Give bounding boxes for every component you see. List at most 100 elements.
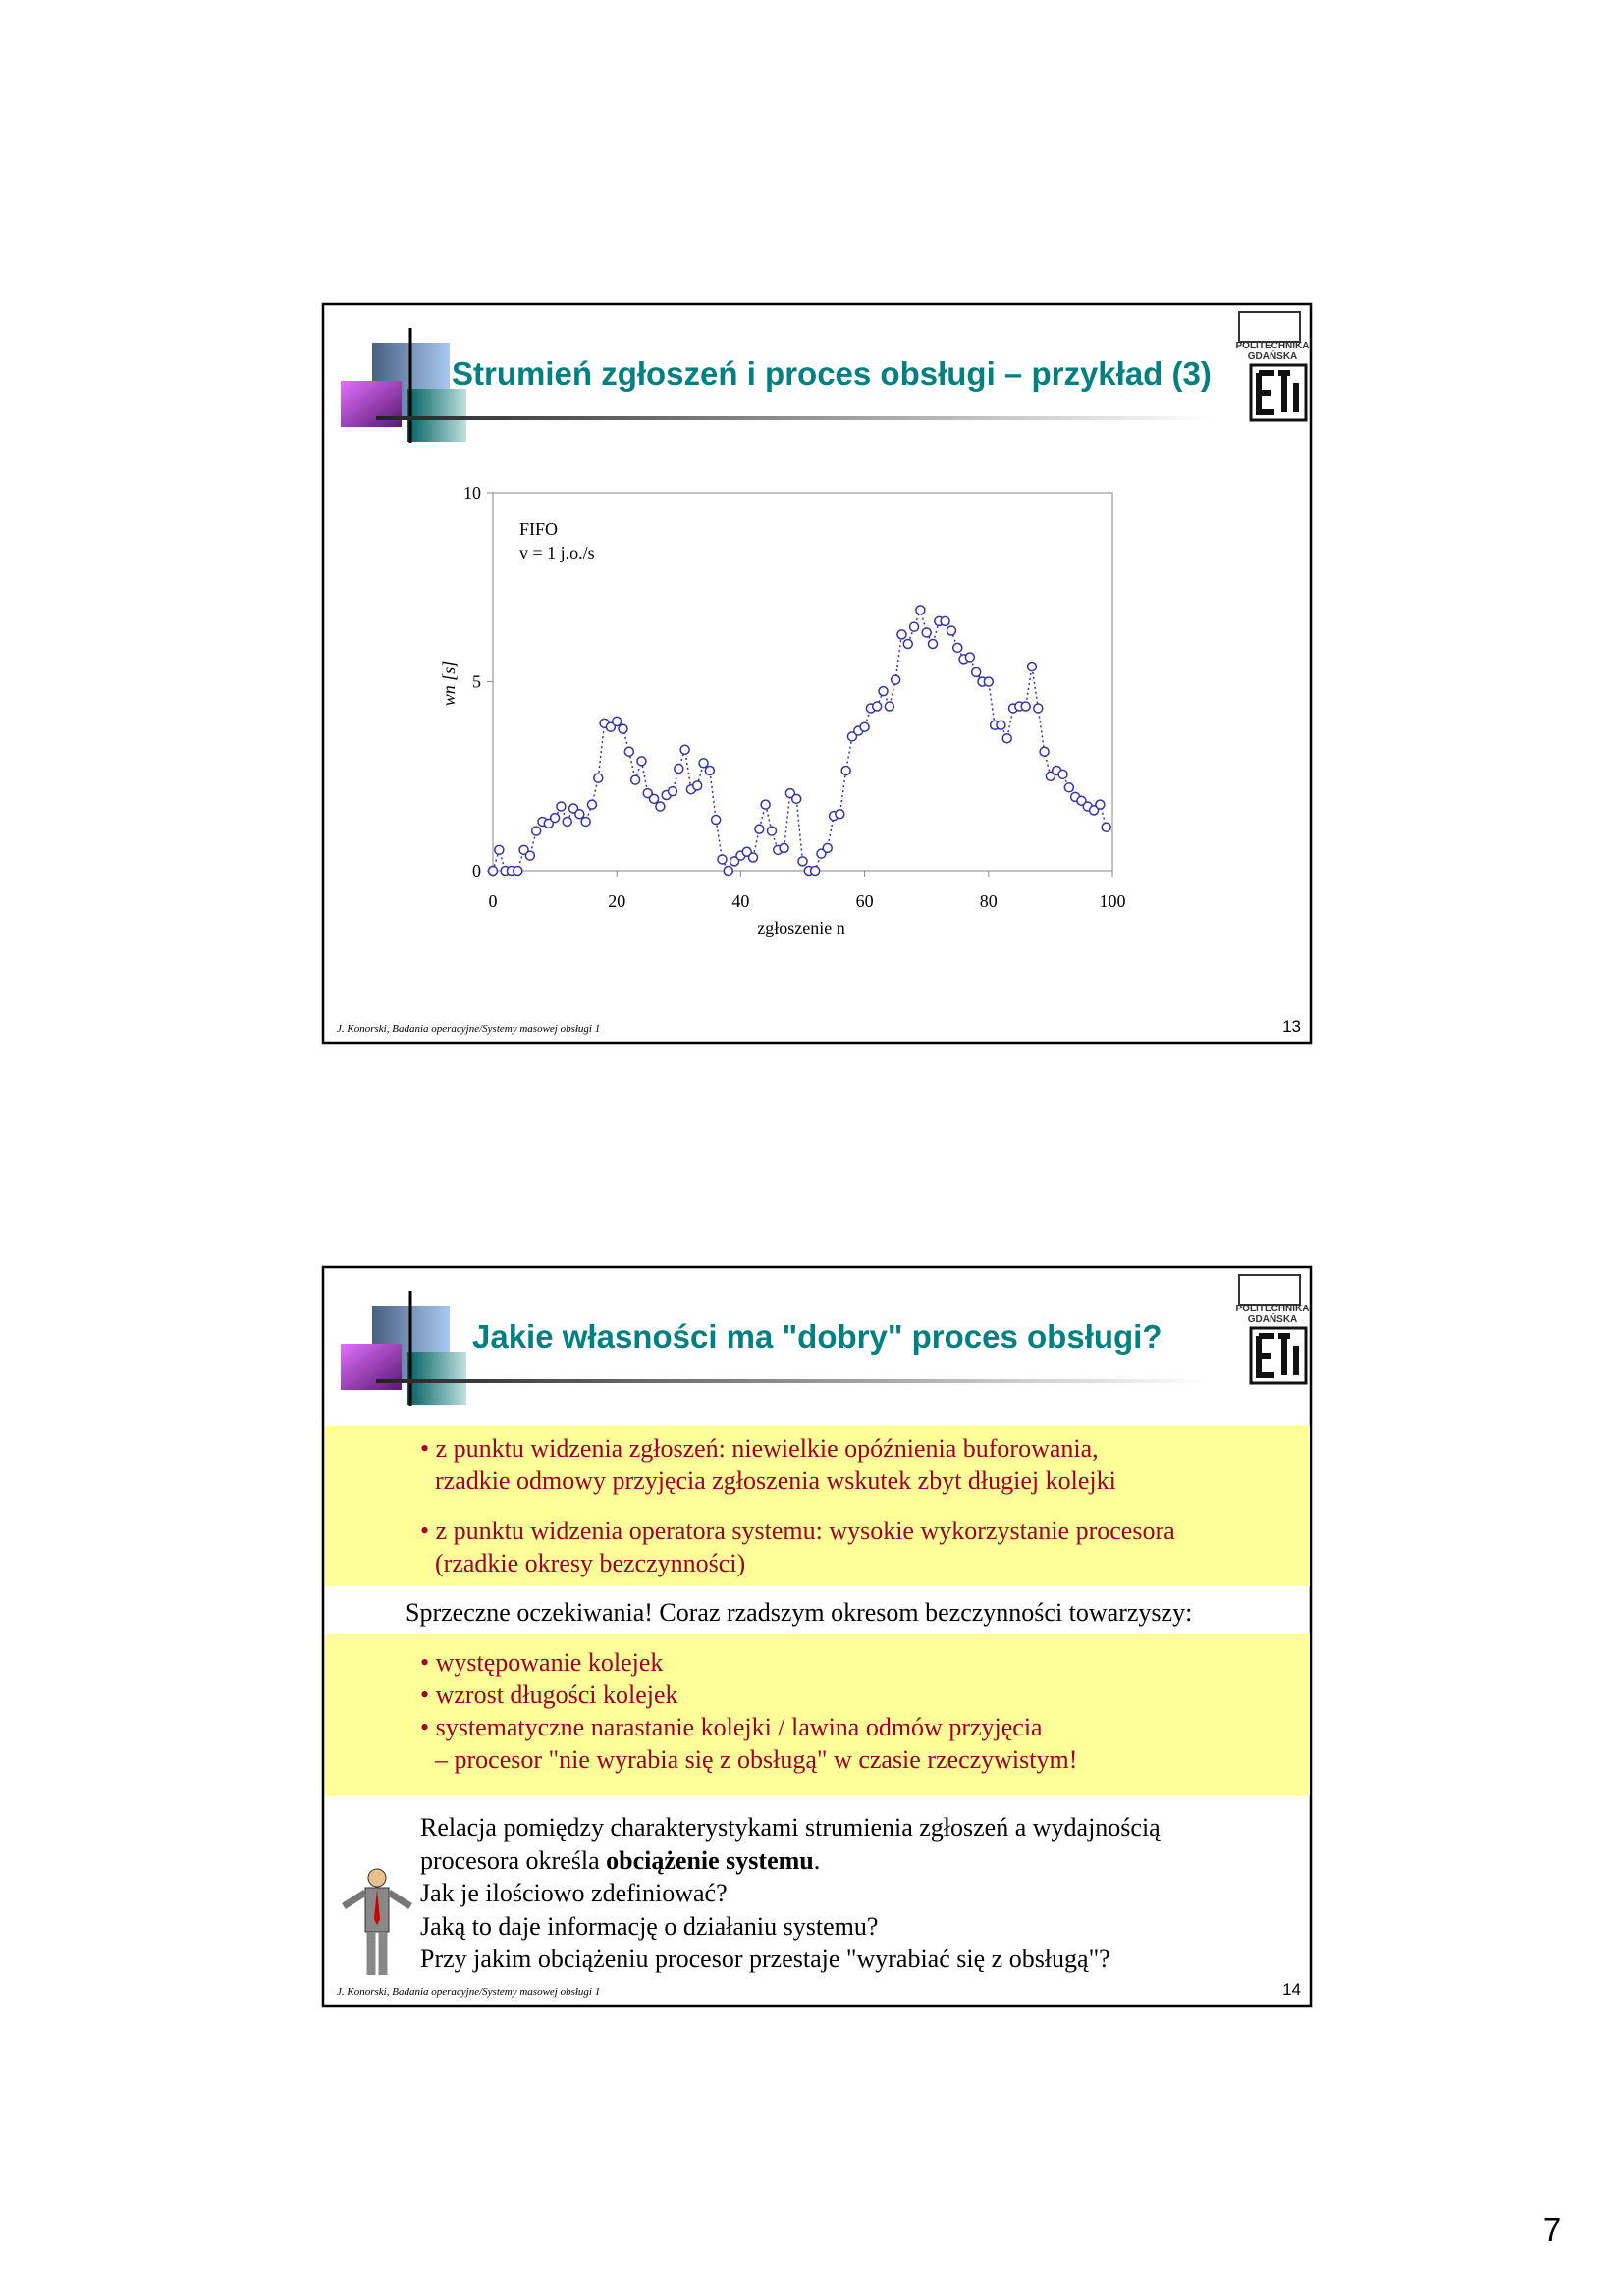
logo-text: POLITECHNIKA	[1236, 341, 1310, 351]
x-axis-label: zgłoszenie n	[757, 918, 844, 937]
annotation: v = 1 j.o./s	[519, 543, 595, 562]
data-point	[723, 865, 734, 877]
data-point	[996, 720, 1006, 731]
data-point	[512, 865, 523, 877]
figure-legs	[366, 1932, 388, 1975]
data-point	[1026, 661, 1038, 672]
data-point	[648, 793, 660, 805]
logo-text: GDAŃSKA	[1248, 349, 1298, 362]
highlight-band	[325, 1634, 1310, 1795]
data-point	[543, 818, 555, 829]
logo-text: POLITECHNIKA	[1236, 1304, 1310, 1314]
data-point	[741, 846, 752, 857]
data-point	[1020, 701, 1031, 712]
logo-text: GDAŃSKA	[1248, 1312, 1298, 1325]
x-tick-label: 0	[489, 891, 498, 911]
y-tick-label: 0	[472, 861, 481, 881]
y-axis-label: wn [s]	[439, 661, 459, 707]
bold-text: obciążenie systemu	[606, 1845, 814, 1875]
slide-frame	[321, 302, 1313, 1045]
closing: Relacja pomiędzy charakterystykami strum…	[420, 1811, 1161, 1976]
data-point	[729, 856, 740, 867]
y-tick-label: 5	[472, 672, 481, 692]
data-point	[487, 865, 499, 877]
bullet-cont: – procesor "nie wyrabia się z obsługą" w…	[435, 1745, 1078, 1774]
data-point	[902, 638, 914, 650]
bullet: • występowanie kolejek	[420, 1648, 664, 1677]
y-tick-label: 10	[463, 483, 481, 503]
data-point	[840, 765, 851, 776]
connector-line	[492, 607, 1108, 873]
data-point	[1057, 769, 1068, 780]
data-point	[710, 814, 722, 826]
x-tick-label: 60	[856, 891, 874, 911]
data-point	[1039, 746, 1050, 757]
slide-title: Strumień zgłoszeń i proces obsługi – prz…	[452, 355, 1212, 392]
data-point	[611, 716, 622, 727]
data-point	[790, 793, 802, 805]
slide-title: Jakie własności ma "dobry" proces obsług…	[472, 1318, 1163, 1355]
data-point	[667, 785, 678, 797]
slide-footer: J. Konorski, Badania operacyjne/Systemy …	[337, 1986, 600, 1998]
question: Przy jakim obciążeniu procesor przestaje…	[420, 1945, 1110, 1973]
deco	[407, 1352, 466, 1405]
data-point	[784, 787, 796, 799]
data-point	[779, 842, 789, 854]
data-point	[884, 701, 895, 712]
x-tick-label: 20	[608, 891, 625, 911]
data-point	[1063, 782, 1075, 793]
slide-number: 14	[1282, 1980, 1301, 1999]
data-point	[846, 731, 858, 742]
bullet: • wzrost długości kolejek	[420, 1681, 678, 1709]
data-point	[655, 801, 666, 812]
data-point	[642, 787, 653, 799]
data-point	[562, 816, 572, 828]
data-point	[691, 780, 703, 791]
data-point	[952, 642, 963, 654]
logo-crest	[1238, 1274, 1301, 1306]
title-rule	[376, 416, 1211, 420]
data-point	[556, 801, 567, 812]
data-point	[717, 854, 728, 865]
slide-footer: J. Konorski, Badania operacyjne/Systemy …	[337, 1023, 600, 1035]
data-point	[674, 763, 684, 774]
data-point	[586, 799, 598, 810]
data-point	[747, 852, 759, 863]
x-tick-label: 100	[1100, 891, 1126, 911]
data-point	[754, 824, 765, 834]
line: Relacja pomiędzy charakterystykami strum…	[420, 1813, 1161, 1842]
bullet-block: • z punktu widzenia zgłoszeń: niewielkie…	[420, 1432, 1175, 1579]
data-point	[1001, 733, 1012, 744]
data-point	[568, 803, 579, 814]
data-point	[809, 865, 821, 877]
figure-tie	[374, 1890, 380, 1925]
bullet-cont: rzadkie odmowy przyjęcia zgłoszenia wsku…	[435, 1467, 1116, 1495]
data-point	[623, 746, 635, 757]
data-point	[871, 701, 883, 712]
data-point	[1101, 822, 1111, 832]
figure-head	[367, 1868, 387, 1888]
data-point	[698, 758, 709, 769]
data-point	[816, 848, 827, 859]
logo-eti	[1256, 370, 1299, 415]
data-point	[915, 605, 926, 615]
annotation: FIFO	[519, 519, 558, 539]
bullet-block: • występowanie kolejek • wzrost długości…	[420, 1646, 1077, 1776]
data-point	[921, 627, 932, 638]
data-point	[896, 629, 907, 640]
line: procesora określa obciążenie systemu.	[420, 1844, 1161, 1878]
figure-arms	[342, 1890, 412, 1909]
question: Jak je ilościowo zdefiniować?	[420, 1879, 728, 1907]
data-point	[524, 850, 536, 861]
data-point	[890, 674, 901, 685]
x-tick-label: 40	[731, 891, 749, 911]
text: procesora określa	[420, 1845, 607, 1875]
logo-crest	[1238, 311, 1301, 343]
data-point	[908, 621, 920, 632]
figure	[342, 1868, 412, 1975]
data-point	[629, 774, 641, 785]
data-point	[494, 844, 505, 856]
deco	[407, 389, 466, 442]
